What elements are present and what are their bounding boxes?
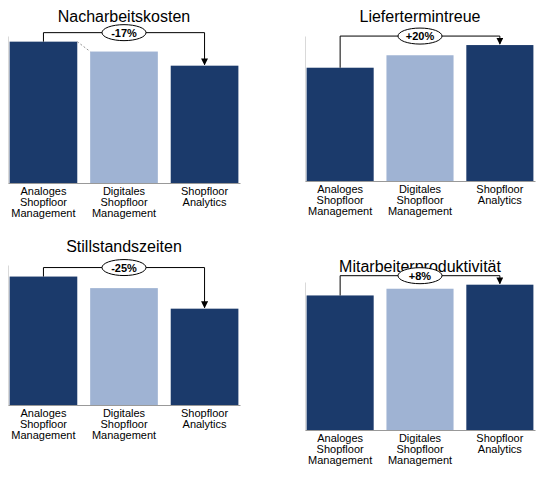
x-tick: DigitalesShopfloorManagement	[92, 185, 156, 219]
x-tick: AnalogesShopfloorManagement	[308, 432, 372, 466]
y-axis	[8, 266, 9, 406]
x-tick-label: ShopfloorAnalytics	[181, 407, 228, 430]
x-tick: ShopfloorAnalytics	[181, 185, 228, 208]
x-tick-label: AnalogesShopfloorManagement	[11, 407, 75, 441]
chart-title: Liefertermintreue	[360, 8, 481, 25]
connector	[77, 42, 90, 52]
panel: MitarbeiterproduktivitätAnalogesShopfloo…	[306, 258, 536, 466]
x-axis: AnalogesShopfloorManagement DigitalesShop…	[306, 182, 536, 218]
annotation: +8%	[409, 270, 432, 282]
x-tick-label-line: Analytics	[478, 194, 523, 206]
x-tick-label-line: Analytics	[183, 418, 228, 430]
x-tick: ShopfloorAnalytics	[476, 432, 523, 455]
x-tick-label-line: Management	[308, 205, 372, 217]
x-tick: DigitalesShopfloorManagement	[388, 183, 452, 217]
x-tick-label: AnalogesShopfloorManagement	[308, 432, 372, 466]
bar	[386, 55, 453, 181]
x-tick-label: AnalogesShopfloorManagement	[11, 185, 75, 219]
x-tick-label-line: Management	[11, 429, 75, 441]
x-axis-line	[306, 181, 536, 182]
x-tick-label-line: Analytics	[183, 196, 228, 208]
chart-title: Stillstandszeiten	[66, 238, 182, 255]
x-tick-label: AnalogesShopfloorManagement	[308, 183, 372, 217]
bar	[386, 289, 453, 430]
bar	[307, 295, 374, 430]
x-axis-line	[9, 405, 241, 406]
x-tick: ShopfloorAnalytics	[181, 407, 228, 430]
bar	[90, 52, 158, 183]
bar	[10, 277, 78, 405]
x-tick: AnalogesShopfloorManagement	[11, 185, 75, 219]
x-tick-label: ShopfloorAnalytics	[476, 183, 523, 206]
x-tick-label-line: Management	[388, 454, 452, 466]
annotation-badge	[398, 268, 442, 284]
x-axis: AnalogesShopfloorManagement DigitalesShop…	[9, 406, 241, 442]
y-axis	[305, 37, 306, 182]
x-tick-label-line: Analytics	[478, 443, 523, 455]
bar	[10, 42, 78, 183]
annotation: -17%	[111, 27, 137, 39]
annotation-badge	[398, 28, 442, 44]
annotation-badge	[102, 25, 146, 41]
x-tick: ShopfloorAnalytics	[476, 183, 523, 206]
x-tick-label: ShopfloorAnalytics	[476, 432, 523, 455]
figure: Nacharbeitskosten AnalogesShopfloorManage…	[0, 0, 547, 481]
x-tick-label: ShopfloorAnalytics	[181, 185, 228, 208]
x-tick-label: DigitalesShopfloorManagement	[388, 183, 452, 217]
bar	[466, 45, 533, 181]
x-tick: AnalogesShopfloorManagement	[308, 183, 372, 217]
x-axis: AnalogesShopfloorManagement DigitalesShop…	[306, 431, 536, 467]
y-axis-line	[8, 266, 9, 406]
panel: Nacharbeitskosten AnalogesShopfloorManage…	[9, 8, 241, 219]
x-tick-label-line: Management	[11, 207, 75, 219]
y-axis-line	[8, 37, 9, 184]
bar	[307, 68, 374, 181]
x-tick-label-line: Management	[308, 454, 372, 466]
y-axis-line	[305, 283, 306, 431]
x-tick-label-line: Management	[92, 429, 156, 441]
chart-title: Nacharbeitskosten	[58, 8, 191, 25]
x-tick-label: DigitalesShopfloorManagement	[92, 407, 156, 441]
panel: Stillstandszeiten AnalogesShopfloorManage…	[9, 238, 241, 441]
y-axis	[305, 283, 306, 431]
x-tick-label-line: Management	[92, 207, 156, 219]
bar	[171, 66, 239, 183]
x-tick-label: DigitalesShopfloorManagement	[388, 432, 452, 466]
annotation: +20%	[406, 30, 435, 42]
y-axis-line	[305, 37, 306, 182]
y-axis	[8, 37, 9, 184]
bar	[466, 285, 533, 430]
annotation-badge	[102, 260, 146, 276]
bar	[171, 309, 239, 405]
x-tick: AnalogesShopfloorManagement	[11, 407, 75, 441]
bars	[307, 285, 534, 430]
x-tick: DigitalesShopfloorManagement	[388, 432, 452, 466]
x-tick-label: DigitalesShopfloorManagement	[92, 185, 156, 219]
x-axis: AnalogesShopfloorManagement DigitalesShop…	[9, 184, 241, 220]
panel: Liefertermintreue AnalogesShopfloorManage…	[306, 8, 536, 217]
x-axis-line	[9, 183, 241, 184]
bar	[90, 288, 158, 405]
x-tick-label-line: Management	[388, 205, 452, 217]
annotation: -25%	[111, 262, 137, 274]
x-axis-line	[306, 430, 536, 431]
x-tick: DigitalesShopfloorManagement	[92, 407, 156, 441]
